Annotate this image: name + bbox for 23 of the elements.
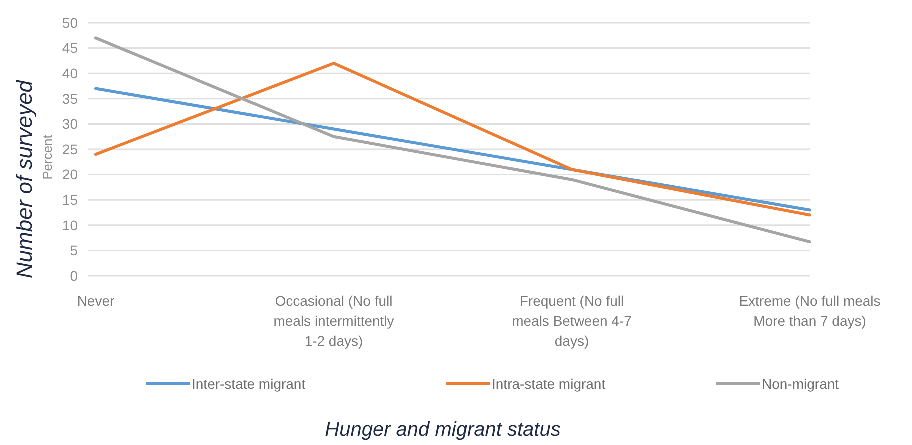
- y-tick-label: 0: [70, 268, 78, 284]
- y-tick-label: 40: [62, 66, 78, 82]
- text: Percent: [40, 134, 55, 180]
- x-tick-label: Never: [77, 293, 116, 309]
- legend-label: Intra-state migrant: [492, 376, 606, 392]
- x-axis-title: Hunger and migrant status: [325, 419, 561, 441]
- x-tick-label: Occasional (No full meals intermittently 1-2 days): [274, 293, 394, 349]
- y-tick-label: 25: [62, 141, 78, 158]
- y-tick-label: 30: [62, 116, 78, 132]
- y-tick-label: 50: [62, 14, 78, 31]
- x-tick-label: Frequent (No full meals Between 4-7 days): [512, 293, 632, 349]
- legend-label: Non-migrant: [762, 376, 840, 392]
- y-tick-label: 15: [62, 192, 78, 208]
- y-tick-label: 10: [62, 217, 78, 234]
- y-tick-label: 35: [62, 90, 78, 107]
- line-series: [94, 62, 812, 217]
- line-series: [94, 36, 812, 244]
- y-tick-label: 5: [70, 242, 78, 259]
- y-axis-title: Number of surveyed: [12, 80, 37, 279]
- x-tick-label: Extreme (No full meals More than 7 days): [739, 293, 881, 329]
- y-tick-label: 45: [62, 40, 78, 56]
- y-tick-label: 20: [62, 166, 78, 183]
- legend-label: Inter-state migrant: [192, 376, 306, 392]
